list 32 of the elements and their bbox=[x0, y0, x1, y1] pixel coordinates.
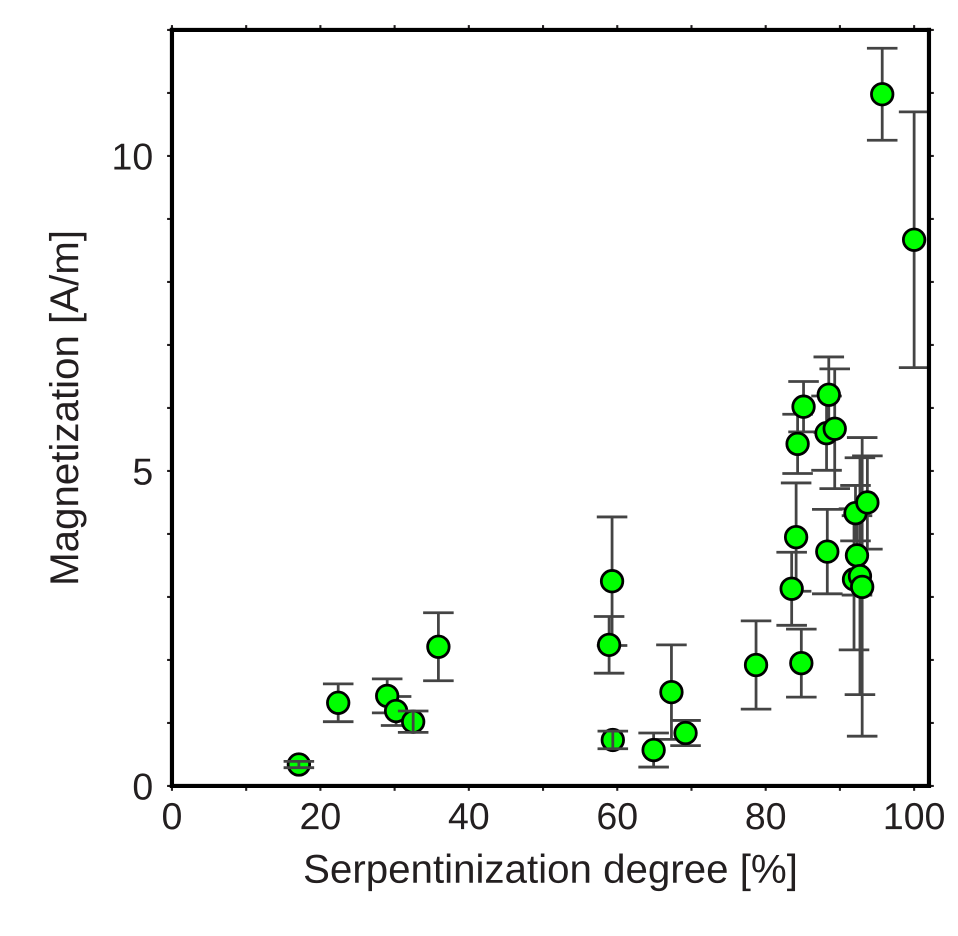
x-axis-title: Serpentinization degree [%] bbox=[304, 854, 796, 892]
point bbox=[844, 543, 870, 568]
y-axis-title: Magnetization [A/m] bbox=[48, 232, 87, 583]
point bbox=[673, 720, 698, 746]
point bbox=[816, 382, 841, 407]
point bbox=[600, 569, 624, 594]
point bbox=[326, 690, 350, 715]
x-tick-label: 100 bbox=[886, 802, 944, 830]
point bbox=[822, 416, 847, 441]
point bbox=[791, 394, 816, 419]
point bbox=[855, 490, 880, 515]
point bbox=[850, 574, 874, 600]
point bbox=[815, 539, 840, 564]
x-tick-label: 60 bbox=[598, 802, 637, 830]
point bbox=[902, 228, 926, 252]
point bbox=[780, 576, 804, 601]
x-tick-label: 80 bbox=[746, 802, 786, 830]
x-tick-label: 20 bbox=[301, 802, 340, 830]
point bbox=[785, 432, 810, 456]
point bbox=[744, 652, 768, 678]
y-tick-label: 5 bbox=[134, 458, 152, 485]
x-tick-label: 0 bbox=[163, 802, 181, 830]
point bbox=[426, 634, 451, 659]
point bbox=[784, 524, 808, 550]
x-tick-label: 40 bbox=[448, 802, 488, 830]
point bbox=[789, 650, 814, 676]
y-tick-label: 10 bbox=[114, 143, 152, 170]
point bbox=[870, 82, 894, 106]
y-tick-label: 0 bbox=[134, 773, 152, 800]
point bbox=[659, 680, 684, 704]
point bbox=[641, 738, 666, 762]
point bbox=[596, 632, 622, 657]
